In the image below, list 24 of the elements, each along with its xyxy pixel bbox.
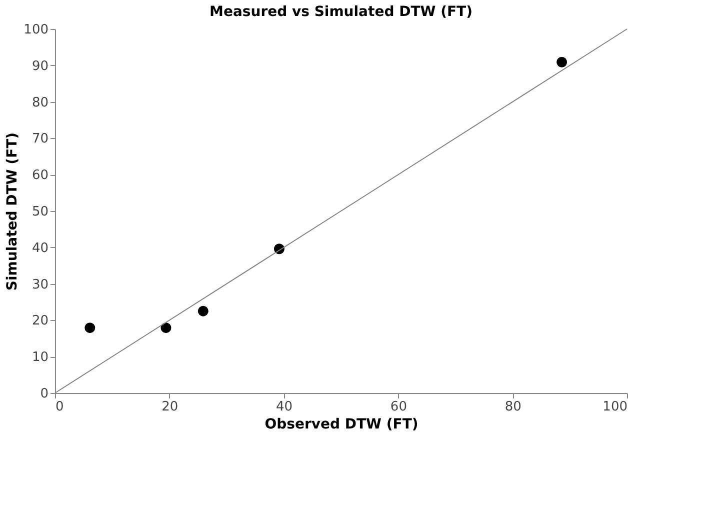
point (84, 322, 96, 334)
x-tick-label: 20 (162, 400, 178, 414)
y-tick-label: 100 (24, 22, 48, 38)
x-axis-title: Observed DTW (FT) (264, 416, 418, 432)
x-tick-label: 80 (504, 400, 522, 414)
y-tick-label: 50 (32, 204, 48, 220)
y-tick-label: 30 (32, 277, 48, 292)
x-tick-label: 40 (276, 400, 293, 414)
point (198, 306, 208, 316)
y-tick-label: 70 (32, 132, 48, 147)
point (160, 322, 172, 334)
y-tick-label: 10 (32, 350, 48, 366)
x-tick-label: 60 (390, 400, 407, 414)
y-tick-label: 80 (32, 95, 48, 110)
y-tick-label: 40 (32, 240, 48, 256)
y-axis-title: Simulated DTW (FT) (4, 132, 21, 291)
chart-title: Measured vs Simulated DTW (FT) (210, 4, 472, 20)
y-tick-label: 90 (32, 58, 48, 74)
x-tick-label: 100 (602, 400, 628, 414)
point (556, 56, 568, 68)
y-tick-label: 20 (32, 314, 48, 329)
y-tick-label: 60 (32, 168, 48, 184)
y-tick-label: 0 (40, 386, 48, 402)
x-tick-label: 0 (56, 400, 64, 414)
